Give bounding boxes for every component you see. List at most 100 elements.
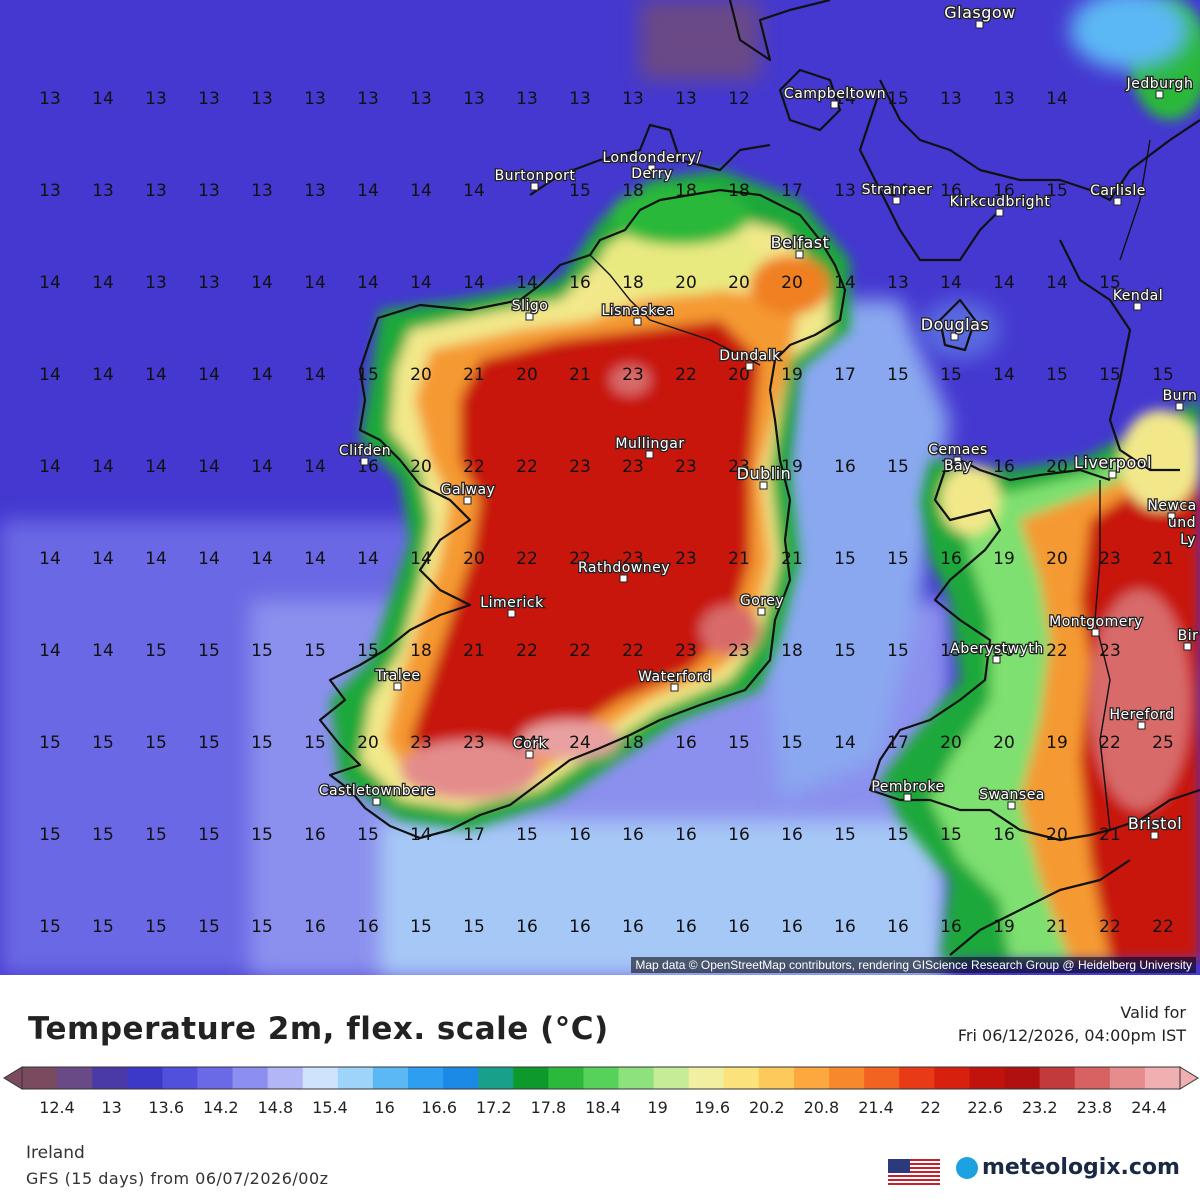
grid-temperature-value: 22 [1152, 917, 1174, 937]
city-marker[interactable] [903, 793, 912, 802]
city-marker[interactable] [463, 496, 472, 505]
city-marker[interactable] [1113, 197, 1122, 206]
city-label[interactable]: Hereford [1108, 706, 1175, 725]
weather-map[interactable]: 13 14 13 13 13 13 13 13 13 13 13 13 13 12 14 15 13 13 14 13… [0, 0, 1200, 975]
city-marker[interactable] [1167, 512, 1176, 521]
city-label[interactable]: Liverpool [1073, 452, 1153, 474]
city-label[interactable]: Londonderry/ [601, 149, 702, 168]
city-marker[interactable] [992, 655, 1001, 664]
city-label[interactable]: Burn [1161, 387, 1198, 406]
grid-temperature-value: 16 [781, 825, 803, 845]
grid-temperature-value: 18 [622, 273, 644, 293]
city-label[interactable]: Jedburgh [1124, 75, 1194, 94]
grid-temperature-value: 13 [622, 89, 644, 109]
scale-color-step [934, 1067, 970, 1089]
city-marker[interactable] [757, 607, 766, 616]
city-marker[interactable] [745, 362, 754, 371]
brand-logo[interactable]: meteologix.com [956, 1155, 1180, 1180]
grid-temperature-value: 20 [410, 457, 432, 477]
city-label[interactable]: Kirkcudbright [948, 193, 1051, 212]
city-label[interactable]: Kendal [1112, 287, 1164, 306]
grid-temperature-value: 14 [39, 549, 61, 569]
city-label[interactable]: Castletownbere [317, 782, 436, 801]
city-label[interactable]: Bay [943, 457, 973, 476]
grid-temperature-value: 14 [463, 273, 485, 293]
city-marker[interactable] [953, 456, 962, 465]
city-marker[interactable] [1007, 801, 1016, 810]
city-label[interactable]: Burtonport [493, 167, 576, 186]
city-marker[interactable] [530, 182, 539, 191]
city-marker[interactable] [633, 317, 642, 326]
city-label[interactable]: Ly [1179, 531, 1197, 550]
city-label[interactable]: Montgomery [1048, 613, 1144, 632]
city-label[interactable]: Limerick [479, 594, 545, 613]
city-label[interactable]: Sligo [510, 297, 549, 316]
city-label[interactable]: und [1167, 514, 1197, 533]
city-label[interactable]: Carlisle [1089, 182, 1147, 201]
city-marker[interactable] [1155, 90, 1164, 99]
city-label[interactable]: Douglas [919, 314, 990, 336]
grid-temperature-value: 16 [516, 917, 538, 937]
grid-temperature-value: 13 [304, 89, 326, 109]
grid-temperature-value: 14 [198, 457, 220, 477]
grid-temperature-value: 23 [622, 457, 644, 477]
city-marker[interactable] [1091, 628, 1100, 637]
city-marker[interactable] [1133, 302, 1142, 311]
city-marker[interactable] [830, 100, 839, 109]
grid-temperature-value: 15 [1152, 365, 1174, 385]
scale-color-step [969, 1067, 1006, 1089]
city-label[interactable]: Belfast [769, 232, 830, 254]
city-marker[interactable] [975, 20, 984, 29]
grid-temperature-value: 20 [781, 273, 803, 293]
city-label[interactable]: Mullingar [614, 435, 685, 454]
city-label[interactable]: Cemaes [927, 441, 989, 460]
city-marker[interactable] [1183, 642, 1192, 651]
city-marker[interactable] [645, 450, 654, 459]
city-label[interactable]: Glasgow [943, 2, 1017, 24]
grid-temperature-value: 14 [410, 273, 432, 293]
city-marker[interactable] [995, 208, 1004, 217]
scale-color-step [1074, 1067, 1111, 1089]
grid-temperature-value: 15 [834, 549, 856, 569]
scale-color-step [1039, 1067, 1076, 1089]
city-marker[interactable] [525, 312, 534, 321]
city-label[interactable]: Dundalk [718, 347, 782, 366]
city-marker[interactable] [507, 609, 516, 618]
grid-temperature-value: 14 [92, 365, 114, 385]
city-marker[interactable] [372, 797, 381, 806]
city-label[interactable]: Bristol [1127, 813, 1183, 835]
city-marker[interactable] [360, 457, 369, 466]
city-label[interactable]: Swansea [978, 786, 1046, 805]
city-label[interactable]: Galway [439, 481, 496, 500]
city-label[interactable]: Bir [1176, 627, 1199, 646]
city-label[interactable]: Cork [512, 735, 549, 754]
city-marker[interactable] [759, 481, 768, 490]
city-label[interactable]: Stranraer [860, 181, 933, 200]
city-marker[interactable] [525, 750, 534, 759]
city-label[interactable]: Newca [1146, 497, 1197, 516]
city-marker[interactable] [647, 164, 656, 173]
city-label[interactable]: Gorey [739, 592, 785, 611]
city-label[interactable]: Dublin [735, 463, 792, 485]
grid-temperature-value: 15 [145, 825, 167, 845]
city-marker[interactable] [393, 682, 402, 691]
city-label[interactable]: Campbeltown [783, 85, 887, 104]
city-marker[interactable] [670, 683, 679, 692]
city-marker[interactable] [619, 574, 628, 583]
city-label[interactable]: Pembroke [870, 778, 945, 797]
city-marker[interactable] [1108, 470, 1117, 479]
city-marker[interactable] [1175, 402, 1184, 411]
city-label[interactable]: Aberystwyth [949, 640, 1045, 659]
city-label[interactable]: Derry [630, 165, 674, 184]
city-label[interactable]: Tralee [373, 667, 421, 686]
city-label[interactable]: Clifden [338, 442, 392, 461]
city-marker[interactable] [892, 196, 901, 205]
city-marker[interactable] [795, 250, 804, 259]
city-marker[interactable] [1150, 831, 1159, 840]
city-label[interactable]: Rathdowney [577, 559, 671, 578]
us-flag-icon[interactable] [888, 1159, 940, 1185]
city-marker[interactable] [1137, 721, 1146, 730]
city-marker[interactable] [950, 332, 959, 341]
city-label[interactable]: Waterford [637, 668, 713, 687]
city-label[interactable]: Lisnaskea [600, 302, 675, 321]
